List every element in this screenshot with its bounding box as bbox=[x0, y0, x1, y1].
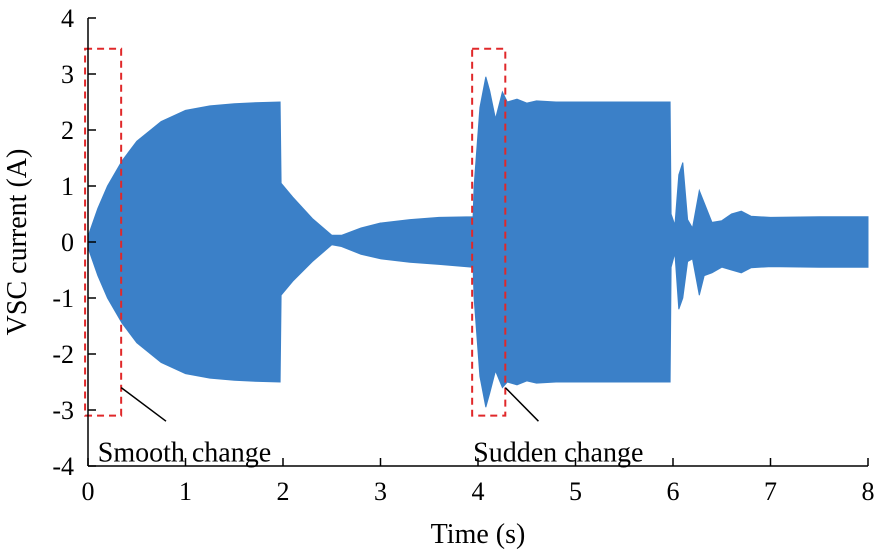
y-tick-label: -2 bbox=[52, 340, 74, 369]
x-tick-label: 7 bbox=[764, 477, 777, 506]
y-tick-label: -1 bbox=[52, 284, 74, 313]
current-envelope-area bbox=[87, 76, 869, 408]
y-tick-label: 2 bbox=[61, 116, 74, 145]
smooth-change-leader bbox=[120, 386, 167, 422]
smooth-change-label: Smooth change bbox=[98, 438, 271, 469]
x-tick-label: 5 bbox=[569, 477, 582, 506]
x-tick-label: 6 bbox=[667, 477, 680, 506]
axes: 4 3 2 1 0 -1 -2 -3 -4 0 1 2 3 4 5 6 7 8 bbox=[52, 4, 874, 506]
x-axis-title: Time (s) bbox=[431, 519, 526, 550]
x-tick-label: 1 bbox=[179, 477, 192, 506]
y-tick-label: 4 bbox=[61, 4, 74, 33]
smooth-change-box bbox=[84, 47, 123, 417]
y-tick-label: 3 bbox=[61, 60, 74, 89]
x-tick-label: 3 bbox=[374, 477, 387, 506]
x-tick-label: 2 bbox=[277, 477, 290, 506]
sudden-change-leader bbox=[504, 387, 539, 422]
x-tick-label: 0 bbox=[82, 477, 95, 506]
plot-marks bbox=[87, 76, 869, 408]
x-tick-label: 8 bbox=[862, 477, 875, 506]
annotations: Smooth change Sudden change bbox=[84, 47, 643, 469]
y-tick-label: 1 bbox=[61, 172, 74, 201]
sudden-change-box bbox=[471, 47, 507, 417]
sudden-change-label: Sudden change bbox=[473, 438, 643, 469]
y-tick-label: -4 bbox=[52, 452, 74, 481]
y-axis-title: VSC current (A) bbox=[2, 149, 33, 336]
x-tick-label: 4 bbox=[472, 477, 485, 506]
y-tick-label: 0 bbox=[61, 228, 74, 257]
y-tick-label: -3 bbox=[52, 396, 74, 425]
